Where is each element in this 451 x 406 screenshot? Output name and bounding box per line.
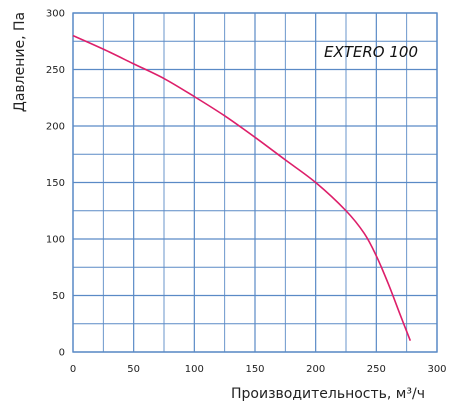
plot-border	[72, 12, 438, 353]
x-tick-label: 50	[127, 364, 140, 375]
x-tick-label: 100	[185, 364, 204, 375]
y-tick-label: 100	[46, 235, 65, 246]
x-axis-title: Производительность, м³/ч	[231, 386, 425, 402]
x-tick-label: 0	[70, 364, 76, 375]
x-tick-label: 300	[427, 364, 446, 375]
y-tick-labels: 0 50 100 150 200 250 300	[46, 9, 65, 359]
x-tick-label: 250	[367, 364, 386, 375]
y-tick-label: 0	[59, 348, 65, 359]
y-axis-title: Давление, Па	[12, 12, 28, 112]
y-tick-label: 200	[46, 122, 65, 133]
x-tick-label: 150	[245, 364, 264, 375]
x-tick-label: 200	[306, 364, 325, 375]
y-tick-label: 50	[52, 291, 65, 302]
grid	[72, 12, 438, 353]
series-label: EXTERO 100	[324, 43, 418, 61]
y-tick-label: 150	[46, 178, 65, 189]
y-tick-label: 250	[46, 65, 65, 76]
series-line-extero-100	[72, 34, 412, 341]
x-tick-labels: 0 50 100 150 200 250 300	[70, 364, 447, 375]
y-tick-label: 300	[46, 9, 65, 20]
